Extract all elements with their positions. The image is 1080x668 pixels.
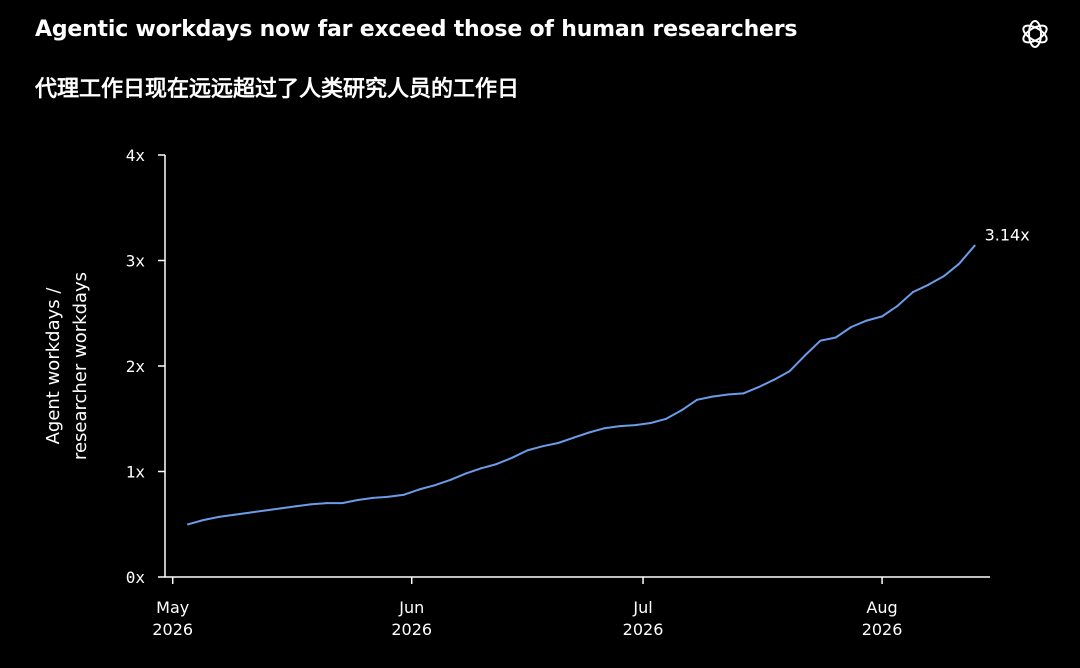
data-point xyxy=(541,445,544,448)
data-point xyxy=(279,507,282,510)
data-point xyxy=(696,398,698,401)
data-point xyxy=(603,427,606,430)
data-point xyxy=(649,422,652,424)
chart-title: Agentic workdays now far exceed those of… xyxy=(35,17,798,42)
x-tick-label-month: Jun xyxy=(398,598,424,617)
series-line xyxy=(187,244,976,526)
x-tick-label-year: 2026 xyxy=(862,620,903,639)
y-tick-label: 1x xyxy=(126,463,146,482)
y-axis-label-line-1: Agent workdays / xyxy=(43,287,64,445)
data-point xyxy=(403,493,405,496)
data-point xyxy=(958,262,961,265)
data-point xyxy=(773,378,776,381)
data-point xyxy=(387,495,390,498)
end-value-label: 3.14x xyxy=(985,226,1030,245)
data-point xyxy=(711,395,714,398)
data-point xyxy=(310,503,313,506)
x-tick-label-month: Aug xyxy=(866,598,897,617)
data-point xyxy=(433,484,436,487)
x-tick-label-year: 2026 xyxy=(152,620,193,639)
chart-subtitle: 代理工作日现在远远超过了人类研究人员的工作日 xyxy=(35,77,520,102)
data-point xyxy=(233,513,236,516)
data-point xyxy=(295,505,298,508)
data-point xyxy=(218,515,220,518)
data-point xyxy=(325,502,328,505)
y-tick-label: 0x xyxy=(126,568,146,587)
data-point xyxy=(896,304,899,307)
data-point xyxy=(757,386,760,389)
data-point xyxy=(557,442,560,444)
x-tick-label-month: May xyxy=(156,598,189,617)
data-point xyxy=(480,467,483,470)
data-point xyxy=(634,424,637,427)
data-point xyxy=(665,417,668,420)
data-point xyxy=(680,409,683,412)
data-point xyxy=(942,275,945,278)
data-point xyxy=(834,336,837,339)
data-point xyxy=(418,488,421,491)
data-point xyxy=(372,496,375,499)
data-point xyxy=(495,463,498,466)
openai-logo-icon xyxy=(1022,20,1048,48)
data-point xyxy=(464,472,467,475)
data-point xyxy=(881,315,884,318)
data-point xyxy=(911,291,914,294)
data-point xyxy=(341,502,344,505)
data-point xyxy=(511,456,513,459)
data-point xyxy=(618,425,621,428)
data-point xyxy=(248,511,251,514)
data-point xyxy=(202,519,205,521)
data-point xyxy=(572,436,575,439)
data-point xyxy=(850,326,853,328)
data-point xyxy=(187,523,190,526)
y-tick-label: 4x xyxy=(126,146,146,165)
data-point xyxy=(588,431,591,434)
y-axis-label-line-2: researcher workdays xyxy=(70,271,91,461)
data-point xyxy=(865,319,868,322)
data-point xyxy=(449,478,452,481)
data-point xyxy=(726,393,729,396)
x-tick-label-year: 2026 xyxy=(623,620,664,639)
data-point xyxy=(356,499,359,501)
y-tick-label: 2x xyxy=(126,357,146,376)
data-point xyxy=(264,509,267,512)
data-point xyxy=(526,449,529,452)
data-point xyxy=(973,244,976,247)
data-point xyxy=(742,392,745,395)
x-tick-label-month: Jul xyxy=(632,598,652,617)
x-tick-label-year: 2026 xyxy=(391,620,432,639)
data-point xyxy=(804,354,806,357)
y-tick-label: 3x xyxy=(126,252,146,271)
y-axis-label: Agent workdays / researcher workdays xyxy=(40,272,94,460)
data-point xyxy=(927,283,930,286)
data-point xyxy=(819,339,822,342)
data-point xyxy=(788,370,791,373)
